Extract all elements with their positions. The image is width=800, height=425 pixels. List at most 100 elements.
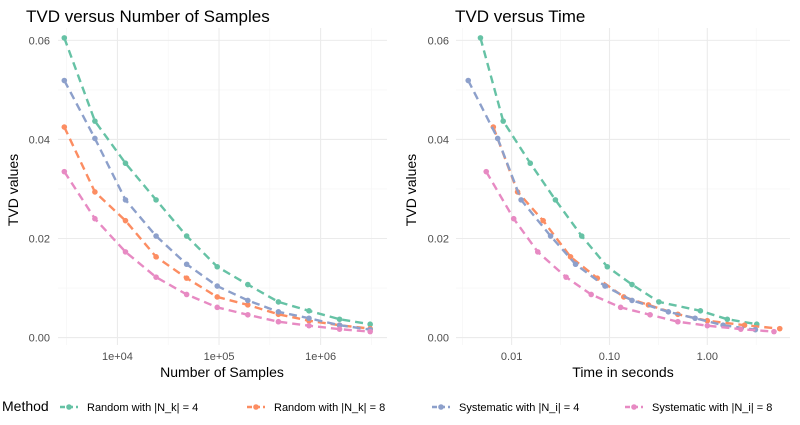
- legend-label: Systematic with |N_i| = 4: [459, 402, 579, 414]
- data-point: [483, 168, 490, 175]
- data-point: [500, 118, 507, 124]
- y-tick-label: 0.02: [428, 234, 449, 246]
- x-axis-title: Number of Samples: [160, 364, 284, 380]
- data-point: [214, 283, 221, 289]
- y-axis-title: TVD values: [5, 154, 21, 226]
- data-point: [518, 197, 524, 203]
- marks: [61, 35, 373, 335]
- x-tick-label: 1e+05: [204, 351, 235, 363]
- y-tick-label: 0.00: [29, 333, 50, 345]
- legend-key-dot: [631, 404, 637, 410]
- data-point: [540, 217, 546, 224]
- x-tick-label: 1e+06: [305, 351, 336, 363]
- data-point: [697, 308, 704, 314]
- series-line-1: [63, 37, 371, 326]
- data-point: [153, 197, 159, 203]
- y-tick-label: 0.06: [428, 35, 449, 47]
- data-point: [578, 233, 585, 239]
- y-tick-label: 0.02: [29, 234, 50, 246]
- data-point: [153, 274, 159, 280]
- data-point: [214, 294, 221, 300]
- legend-item: Systematic with |N_i| = 4: [432, 402, 579, 414]
- x-tick-label: 0.01: [501, 351, 522, 363]
- data-point: [336, 316, 343, 323]
- marks: [465, 35, 783, 335]
- data-point: [275, 309, 282, 315]
- data-point: [275, 299, 282, 305]
- y-tick-label: 0.06: [29, 35, 50, 47]
- data-point: [183, 233, 190, 239]
- legend-label: Random with |N_k| = 8: [274, 402, 385, 414]
- data-point: [604, 263, 611, 270]
- panel-tvd-vs-time: TVD versus Time TVD values Time in secon…: [403, 7, 790, 380]
- data-point: [776, 325, 783, 332]
- data-point: [92, 189, 98, 195]
- series-line-4: [485, 171, 775, 333]
- data-point: [738, 326, 744, 332]
- data-point: [183, 261, 190, 268]
- chart-title: TVD versus Time: [455, 7, 585, 26]
- data-point: [275, 318, 282, 325]
- data-point: [245, 297, 251, 304]
- data-point: [245, 311, 251, 318]
- data-point: [617, 304, 624, 311]
- data-point: [306, 315, 312, 322]
- legend-item: Systematic with |N_i| = 8: [625, 402, 772, 414]
- data-point: [629, 297, 635, 304]
- series-line-1: [479, 37, 757, 326]
- legend-item: Random with |N_k| = 4: [60, 402, 198, 414]
- data-point: [122, 160, 129, 167]
- data-point: [465, 77, 472, 84]
- data-point: [245, 281, 251, 288]
- data-point: [629, 281, 635, 288]
- data-point: [547, 233, 554, 239]
- data-point: [61, 35, 68, 41]
- data-point: [494, 135, 501, 142]
- legend-label: Random with |N_k| = 4: [87, 402, 198, 414]
- legend-item: Random with |N_k| = 8: [247, 402, 385, 414]
- data-point: [704, 322, 711, 329]
- legend-label: Systematic with |N_i| = 8: [652, 402, 772, 414]
- data-point: [61, 77, 68, 84]
- panel-tvd-vs-samples: TVD versus Number of Samples TVD values …: [5, 7, 387, 380]
- data-point: [122, 197, 129, 203]
- data-point: [704, 317, 711, 324]
- data-point: [61, 168, 68, 175]
- data-point: [647, 311, 653, 318]
- data-point: [665, 309, 672, 315]
- data-point: [741, 322, 748, 328]
- y-tick-label: 0.00: [428, 333, 449, 345]
- data-point: [367, 321, 373, 328]
- data-point: [122, 249, 129, 255]
- data-point: [214, 263, 221, 270]
- x-axis-title: Time in seconds: [572, 364, 673, 380]
- x-tick-label: 0.10: [599, 351, 620, 363]
- x-tick-label: 1.00: [697, 351, 718, 363]
- data-point: [477, 35, 484, 41]
- data-point: [336, 322, 343, 328]
- x-tick-label: 1e+04: [102, 351, 133, 363]
- data-point: [153, 233, 159, 239]
- data-point: [183, 291, 190, 298]
- data-point: [61, 124, 68, 130]
- data-point: [92, 118, 98, 124]
- data-point: [675, 318, 681, 325]
- data-point: [588, 291, 594, 298]
- legend-key-dot: [66, 404, 72, 410]
- ticks: 0.00 0.02 0.04 0.06 0.01 0.10 1.00: [428, 35, 718, 363]
- data-point: [306, 322, 312, 329]
- data-point: [572, 261, 579, 268]
- grid: [456, 28, 790, 345]
- data-point: [510, 215, 517, 222]
- data-point: [602, 283, 608, 289]
- data-point: [656, 299, 662, 305]
- data-point: [692, 315, 698, 322]
- y-tick-label: 0.04: [29, 134, 50, 146]
- data-point: [367, 328, 373, 335]
- chart-title: TVD versus Number of Samples: [26, 7, 270, 26]
- data-point: [245, 302, 251, 308]
- legend-key-dot: [253, 404, 259, 410]
- data-point: [771, 328, 777, 335]
